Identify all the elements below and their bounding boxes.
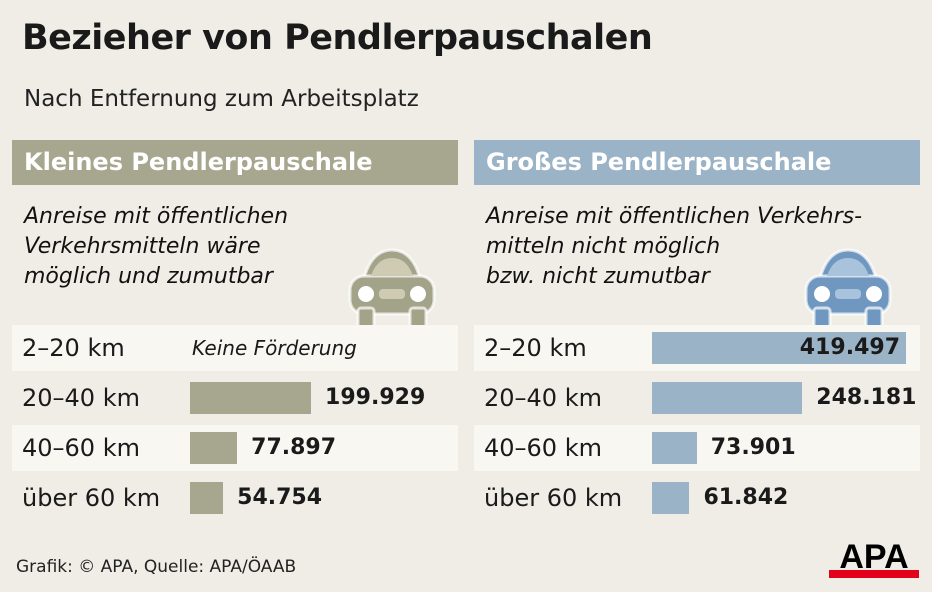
source-footer: Grafik: © APA, Quelle: APA/ÖAAB (16, 557, 297, 577)
category-label: 40–60 km (484, 434, 602, 462)
panel-header: Großes Pendlerpauschale (474, 140, 920, 185)
bar (190, 432, 238, 464)
bar-row: 2–20 km 419.497 (474, 325, 920, 371)
value-label: 61.842 (703, 485, 789, 510)
chart-subtitle: Nach Entfernung zum Arbeitsplatz (24, 86, 419, 112)
value-label: 419.497 (799, 335, 900, 360)
category-label: über 60 km (484, 484, 623, 512)
category-label: 2–20 km (484, 334, 587, 362)
value-label: 54.754 (237, 485, 323, 510)
bar-row: 40–60 km 77.897 (12, 425, 458, 471)
bar-row: 2–20 km Keine Förderung (12, 325, 458, 371)
panel-description: Anreise mit öffentlichen Verkehrs- mitte… (486, 204, 863, 289)
panel-kleines: Kleines Pendlerpauschale Anreise mit öffe… (12, 140, 458, 530)
bar (652, 432, 697, 464)
panel-grosses: Großes Pendlerpauschale Anreise mit öffen… (474, 140, 920, 530)
car-icon (348, 248, 436, 330)
bar-row: über 60 km 54.754 (12, 475, 458, 521)
bar (652, 382, 803, 414)
bar-row: über 60 km 61.842 (474, 475, 920, 521)
panel-header: Kleines Pendlerpauschale (12, 140, 458, 185)
category-label: über 60 km (22, 484, 161, 512)
chart-title: Bezieher von Pendlerpauschalen (22, 18, 653, 58)
bar (190, 382, 312, 414)
bar-row: 20–40 km 199.929 (12, 375, 458, 421)
bar-row: 20–40 km 248.181 (474, 375, 920, 421)
category-label: 40–60 km (22, 434, 140, 462)
no-funding-note: Keine Förderung (192, 336, 357, 360)
svg-text:APA: APA (839, 538, 908, 576)
bar (652, 332, 906, 364)
value-label: 77.897 (251, 435, 337, 460)
value-label: 73.901 (710, 435, 796, 460)
panel-description: Anreise mit öffentlichen Verkehrsmitteln… (24, 204, 289, 289)
car-icon (804, 248, 892, 330)
bar (190, 482, 224, 514)
category-label: 2–20 km (22, 334, 125, 362)
value-label: 199.929 (325, 385, 426, 410)
apa-logo: APA (829, 538, 919, 578)
bar-row: 40–60 km 73.901 (474, 425, 920, 471)
category-label: 20–40 km (484, 384, 602, 412)
category-label: 20–40 km (22, 384, 140, 412)
bar (652, 482, 690, 514)
value-label: 248.181 (816, 385, 917, 410)
